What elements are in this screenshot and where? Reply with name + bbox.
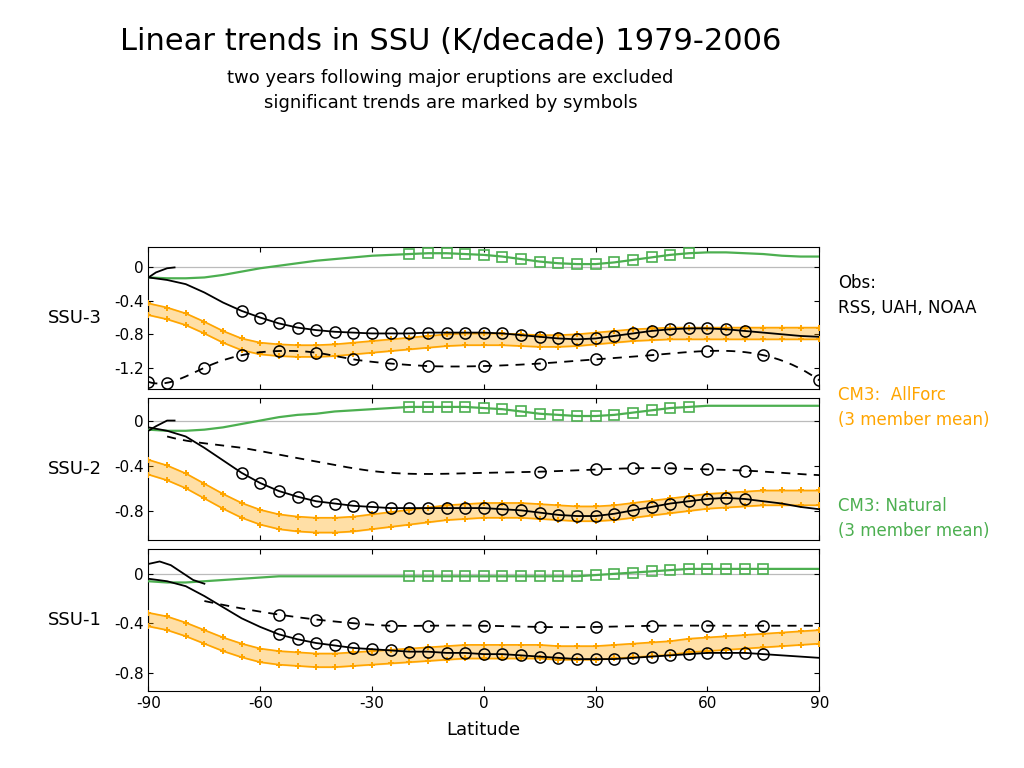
Text: CM3:  AllForc
(3 member mean): CM3: AllForc (3 member mean) (838, 386, 989, 429)
Text: significant trends are marked by symbols: significant trends are marked by symbols (264, 94, 637, 111)
Text: Linear trends in SSU (K/decade) 1979-2006: Linear trends in SSU (K/decade) 1979-200… (120, 27, 781, 56)
Text: CM3: Natural
(3 member mean): CM3: Natural (3 member mean) (838, 497, 989, 540)
Text: two years following major eruptions are excluded: two years following major eruptions are … (227, 69, 674, 87)
Text: Latitude: Latitude (446, 721, 520, 739)
Text: SSU-2: SSU-2 (48, 460, 101, 478)
Text: SSU-3: SSU-3 (48, 309, 101, 326)
Text: Obs:
RSS, UAH, NOAA: Obs: RSS, UAH, NOAA (838, 274, 976, 317)
Text: SSU-1: SSU-1 (48, 611, 101, 629)
